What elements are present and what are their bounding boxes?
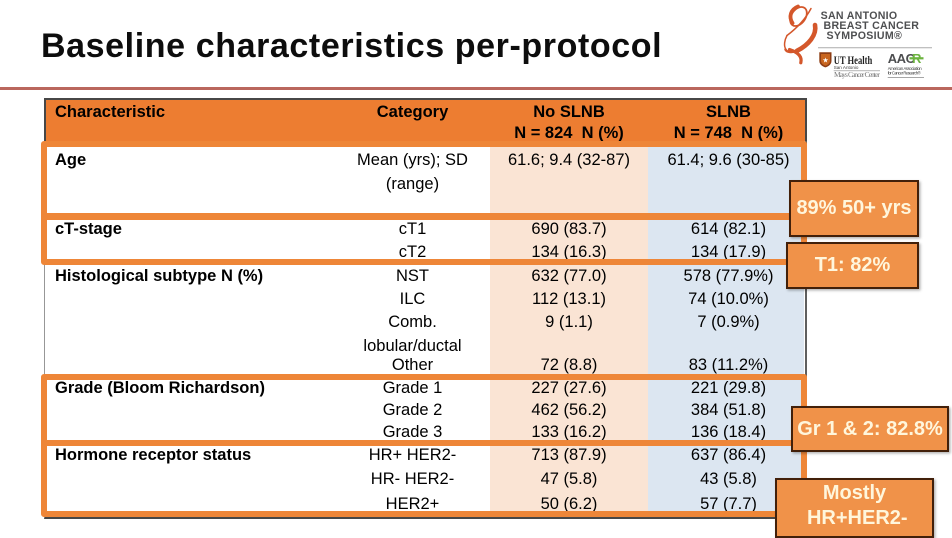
svg-text:BREAST CANCER: BREAST CANCER: [824, 20, 920, 32]
svg-text:UT Health: UT Health: [834, 55, 873, 67]
svg-text:★: ★: [822, 57, 828, 65]
svg-text:San Antonio: San Antonio: [834, 65, 859, 70]
svg-text:for Cancer Research®: for Cancer Research®: [888, 71, 922, 76]
svg-text:American Association: American Association: [888, 66, 923, 71]
svg-text:SYMPOSIUM®: SYMPOSIUM®: [827, 30, 903, 42]
svg-text:R: R: [912, 51, 922, 66]
svg-text:AAC: AAC: [888, 51, 916, 66]
svg-text:SAN ANTONIO: SAN ANTONIO: [821, 10, 898, 22]
svg-text:Mays Cancer Center: Mays Cancer Center: [834, 70, 881, 79]
